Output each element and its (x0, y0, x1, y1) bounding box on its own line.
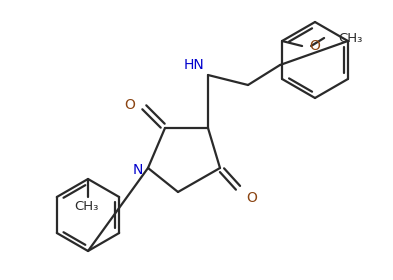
Text: N: N (133, 163, 143, 177)
Text: HN: HN (184, 58, 204, 72)
Text: CH₃: CH₃ (338, 32, 362, 45)
Text: CH₃: CH₃ (74, 200, 98, 214)
Text: O: O (309, 39, 320, 53)
Text: O: O (246, 191, 257, 205)
Text: O: O (125, 98, 136, 112)
